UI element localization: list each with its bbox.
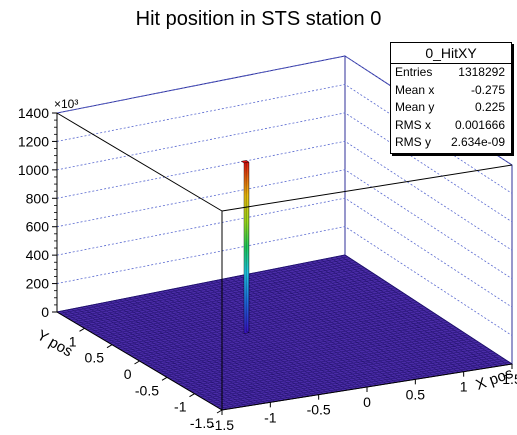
y-tick-mark xyxy=(79,327,85,332)
z-grid-line xyxy=(56,112,513,223)
x-tick-label: -1 xyxy=(264,409,277,425)
y-tick-label: -1.5 xyxy=(190,415,214,431)
z-tick-label: 200 xyxy=(26,276,50,292)
stats-row-entries: Entries 1318292 xyxy=(391,64,511,82)
z-tick-label: 800 xyxy=(26,190,50,206)
y-tick-label: 0.5 xyxy=(85,350,105,366)
stats-row-rms-x: RMS x 0.001666 xyxy=(391,117,511,135)
stats-label: RMS x xyxy=(395,117,431,132)
z-tick-label: 1400 xyxy=(18,105,49,121)
stats-value: -0.275 xyxy=(470,82,505,97)
y-tick-label: -1 xyxy=(174,399,187,415)
stats-row-mean-x: Mean x -0.275 xyxy=(391,82,511,100)
z-tick-label: 400 xyxy=(26,247,50,263)
z-tick-label: 600 xyxy=(26,219,50,235)
stats-label: RMS y xyxy=(395,135,431,149)
y-tick-label: 0 xyxy=(124,366,132,382)
y-tick-mark xyxy=(189,393,195,398)
y-tick-mark xyxy=(106,344,113,349)
y-tick-mark xyxy=(216,409,223,414)
top-left-edge xyxy=(56,112,223,212)
x-tick-label: -1.5 xyxy=(210,417,234,433)
y-tick-mark xyxy=(161,376,168,381)
x-tick-label: 0 xyxy=(363,394,371,410)
chart-title: Hit position in STS station 0 xyxy=(135,8,382,30)
floor-surface xyxy=(55,254,514,411)
stats-label: Entries xyxy=(395,65,433,79)
z-grid-line xyxy=(56,169,513,280)
top-right-edge xyxy=(221,164,513,212)
y-tick-mark xyxy=(134,360,140,365)
z-grid-line xyxy=(56,84,513,194)
stats-label: Mean x xyxy=(395,82,435,97)
stats-value: 0.001666 xyxy=(454,117,505,132)
stats-row-mean-y: Mean y 0.225 xyxy=(391,99,511,117)
stats-box: 0_HitXY Entries 1318292 Mean x -0.275 Me… xyxy=(390,42,512,154)
peak-bar-side xyxy=(245,160,250,334)
z-grid-line xyxy=(56,226,513,336)
stats-row-rms-y: RMS y 2.634e-09 xyxy=(391,134,511,152)
z-grid-line xyxy=(56,140,513,251)
stats-value: 0.225 xyxy=(474,100,505,114)
stats-title: 0_HitXY xyxy=(391,43,511,64)
z-grid-line xyxy=(56,197,513,308)
z-tick-label: 1200 xyxy=(18,133,49,149)
z-grid-line xyxy=(56,55,513,166)
peak-bar-top xyxy=(240,160,250,164)
x-tick-label: 1 xyxy=(460,379,468,395)
y-tick-label: -0.5 xyxy=(135,382,159,398)
z-tick-label: 1000 xyxy=(18,162,49,178)
stats-value: 1318292 xyxy=(458,65,505,79)
x-tick-label: 1.5 xyxy=(502,371,517,387)
stats-label: Mean y xyxy=(395,100,435,114)
z-axis-exponent: ×10³ xyxy=(54,97,78,111)
stats-value: 2.634e-09 xyxy=(450,135,505,149)
y-axis-label: Y pos xyxy=(34,327,75,361)
y-tick-label: 1 xyxy=(69,333,77,349)
x-tick-label: 0.5 xyxy=(406,386,426,402)
z-tick-label: 0 xyxy=(41,304,49,320)
x-tick-label: -0.5 xyxy=(307,402,331,418)
